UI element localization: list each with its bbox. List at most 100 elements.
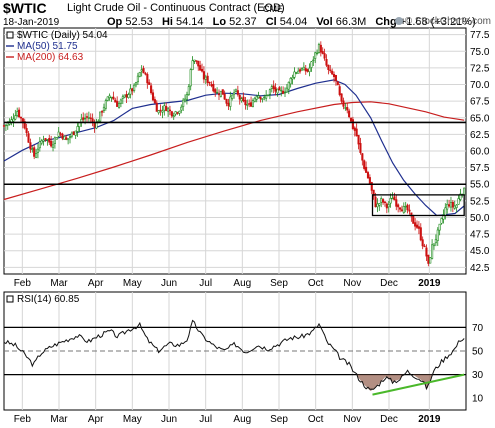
candle-body bbox=[225, 98, 228, 104]
candle-body bbox=[114, 99, 117, 103]
candle-body bbox=[338, 86, 341, 95]
price-y-tick-label: 72.5 bbox=[470, 63, 490, 74]
change-label: Chg bbox=[375, 16, 397, 28]
candle-body bbox=[374, 196, 377, 208]
candle-body bbox=[134, 82, 138, 86]
candle-body bbox=[344, 107, 347, 109]
candle-body bbox=[353, 127, 356, 131]
candle-body bbox=[178, 110, 181, 114]
candle-body bbox=[127, 94, 130, 98]
candle-body bbox=[270, 86, 273, 89]
candle-body bbox=[157, 110, 160, 114]
rsi-x-tick-label: Dec bbox=[380, 414, 398, 425]
candle-body bbox=[365, 166, 368, 173]
candle-body bbox=[327, 64, 330, 70]
candle-body bbox=[29, 142, 32, 150]
price-y-tick-label: 47.5 bbox=[470, 230, 490, 241]
candle-body bbox=[429, 257, 432, 264]
candle-body bbox=[389, 198, 392, 204]
candle-body bbox=[182, 99, 185, 107]
price-x-tick-label: Sep bbox=[270, 278, 288, 289]
candle-body bbox=[291, 77, 294, 80]
candle-body bbox=[150, 85, 153, 94]
candle-body bbox=[304, 68, 307, 72]
candle-body bbox=[187, 86, 190, 95]
candle-body bbox=[55, 137, 58, 140]
candle-body bbox=[398, 207, 402, 210]
candle-body bbox=[117, 102, 121, 108]
candle-body bbox=[85, 116, 89, 118]
price-x-tick-label: Dec bbox=[380, 278, 398, 289]
candle-body bbox=[432, 243, 436, 247]
quote-summary: Op 52.53 Hi 54.14 Lo 52.37 Cl 54.04 Vol … bbox=[107, 16, 476, 28]
candle-body bbox=[263, 96, 266, 99]
candle-body bbox=[163, 105, 166, 111]
candle-body bbox=[417, 226, 420, 229]
candle-body bbox=[278, 87, 281, 91]
price-x-tick-label: Aug bbox=[233, 278, 251, 289]
candle-body bbox=[142, 68, 145, 74]
candle-body bbox=[348, 110, 351, 118]
candle-body bbox=[210, 84, 213, 87]
candle-body bbox=[217, 93, 221, 96]
candle-body bbox=[431, 244, 434, 259]
candle-body bbox=[274, 87, 277, 92]
candle-body bbox=[287, 81, 290, 90]
price-x-tick-label: 2019 bbox=[418, 278, 441, 289]
candle-body bbox=[316, 52, 319, 55]
candle-body bbox=[300, 68, 304, 71]
candle-body bbox=[308, 67, 311, 73]
candle-body bbox=[202, 71, 205, 80]
ma200-line bbox=[3, 101, 465, 201]
price-x-tick-label: Feb bbox=[14, 278, 32, 289]
candle-body bbox=[155, 102, 158, 112]
candle-body bbox=[283, 91, 287, 94]
candle-body bbox=[440, 218, 443, 224]
rsi-x-tick-label: May bbox=[123, 414, 142, 425]
candle-body bbox=[72, 131, 75, 136]
candle-body bbox=[302, 66, 305, 71]
price-y-tick-label: 55.0 bbox=[470, 180, 490, 191]
candle-body bbox=[421, 239, 424, 247]
candle-body bbox=[78, 122, 81, 127]
candle-body bbox=[276, 88, 279, 94]
candle-body bbox=[108, 95, 111, 98]
candle-body bbox=[136, 75, 139, 83]
candle-body bbox=[282, 90, 285, 94]
candle-body bbox=[248, 103, 251, 105]
rsi-legend-entry: RSI(14) 60.85 bbox=[17, 294, 80, 305]
price-y-tick-label: 52.5 bbox=[470, 196, 490, 207]
rsi-x-tick-label: Mar bbox=[50, 414, 68, 425]
volume-label: Vol bbox=[316, 16, 333, 28]
price-y-tick-label: 65.0 bbox=[470, 113, 490, 124]
candle-body bbox=[14, 115, 17, 120]
candle-body bbox=[208, 81, 211, 84]
candle-body bbox=[167, 108, 170, 112]
candle-body bbox=[148, 82, 151, 85]
candle-body bbox=[195, 60, 198, 62]
candle-body bbox=[101, 111, 104, 113]
candle-body bbox=[372, 189, 375, 197]
candle-body bbox=[212, 83, 215, 92]
exchange-label: CME bbox=[263, 4, 283, 14]
rsi-y-tick-label: 30 bbox=[472, 370, 484, 381]
candle-body bbox=[223, 93, 226, 100]
rsi-line bbox=[3, 319, 465, 391]
candle-body bbox=[116, 101, 119, 107]
candle-body bbox=[46, 139, 49, 141]
rsi-x-tick-label: Jul bbox=[199, 414, 212, 425]
rsi-x-tick-label: Oct bbox=[308, 414, 324, 425]
rsi-trendline bbox=[372, 373, 465, 396]
rsi-x-tick-label: Apr bbox=[88, 414, 104, 425]
candle-body bbox=[250, 102, 253, 107]
quote-date: 18-Jan-2019 bbox=[3, 17, 60, 28]
rsi-x-tick-label: Feb bbox=[14, 414, 32, 425]
candle-body bbox=[40, 140, 43, 144]
candle-body bbox=[19, 116, 23, 119]
candle-body bbox=[89, 117, 92, 119]
candle-body bbox=[363, 160, 366, 169]
candle-body bbox=[289, 78, 292, 85]
candle-body bbox=[102, 106, 106, 111]
candle-body bbox=[406, 204, 409, 211]
